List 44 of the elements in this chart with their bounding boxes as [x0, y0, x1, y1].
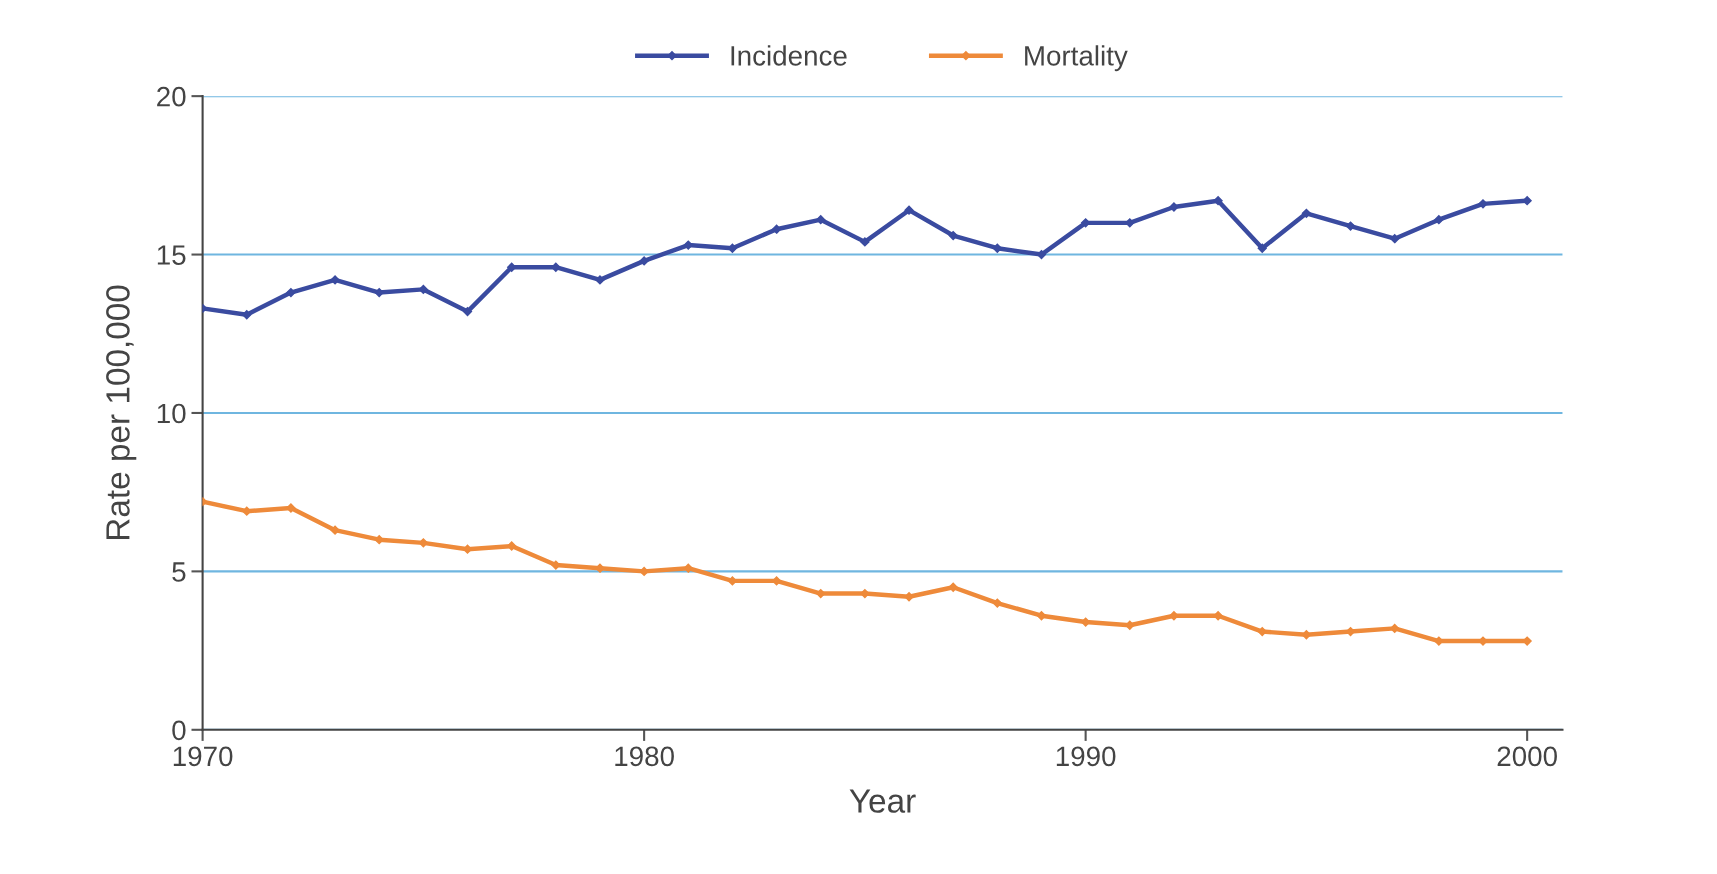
x-axis-title: Year — [849, 789, 916, 813]
point — [1169, 202, 1179, 212]
y-tick-label: 20 — [157, 86, 186, 107]
point — [551, 262, 561, 272]
point — [330, 275, 340, 285]
point — [904, 205, 914, 215]
point — [771, 224, 782, 234]
point — [1434, 215, 1444, 225]
legend-label: Mortality — [1025, 45, 1128, 72]
point — [374, 287, 384, 298]
y-tick-label: 5 — [172, 562, 186, 582]
x-tick-label: 2000 — [1497, 746, 1557, 767]
point — [1390, 234, 1400, 244]
point — [1390, 623, 1400, 634]
point — [816, 215, 826, 225]
point — [948, 230, 958, 241]
x-tick-label: 1970 — [173, 746, 233, 767]
y-axis-title: Rate per 100,000 — [106, 285, 137, 540]
x-tick-label: 1990 — [1056, 746, 1116, 767]
point — [1257, 626, 1267, 637]
point — [462, 306, 473, 317]
point — [904, 592, 914, 602]
point — [992, 598, 1002, 608]
y-tick-label: 15 — [157, 245, 186, 265]
legend-label: Incidence — [731, 45, 847, 66]
point — [1478, 199, 1488, 209]
x-tick-label: 1980 — [615, 746, 674, 767]
point — [948, 582, 958, 592]
point — [1125, 218, 1135, 228]
point — [1125, 620, 1135, 630]
point — [1301, 208, 1312, 218]
point — [1345, 221, 1356, 231]
point — [330, 525, 340, 535]
point — [639, 256, 649, 266]
point — [595, 275, 605, 285]
point — [242, 310, 252, 320]
y-tick-label: 0 — [172, 720, 186, 741]
point — [507, 541, 517, 551]
y-tick-label: 10 — [157, 403, 186, 424]
point — [860, 237, 870, 247]
point — [374, 535, 384, 545]
point — [1257, 243, 1267, 253]
point — [286, 287, 296, 298]
point — [992, 243, 1002, 253]
